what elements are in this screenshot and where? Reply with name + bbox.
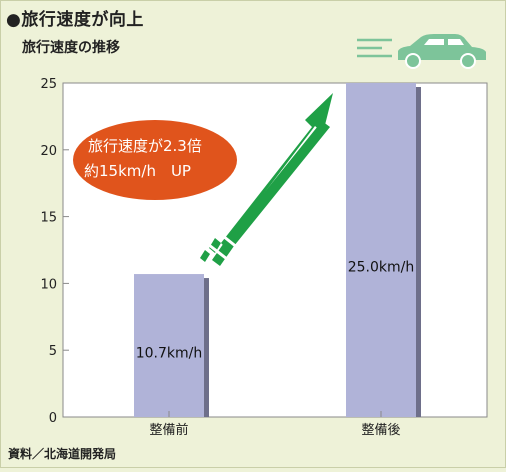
bar-shadow — [416, 87, 421, 417]
bar-data-label: 10.7km/h — [136, 346, 203, 362]
x-tick-label: 整備前 — [149, 422, 188, 438]
y-tick-label: 20 — [40, 144, 57, 159]
x-tick-label: 整備後 — [361, 422, 400, 438]
bars: 10.7km/h 25.0km/h — [134, 83, 421, 417]
source-note: 資料／北海道開発局 — [8, 447, 117, 461]
y-axis: 0 5 10 15 20 25 — [40, 77, 69, 426]
speed-increase-callout: 旅行速度が2.3倍 約15km/h UP — [73, 120, 237, 200]
car-icon — [398, 34, 486, 69]
speed-lines-icon — [357, 38, 392, 58]
bar-shadow — [204, 278, 209, 417]
bar-data-label: 25.0km/h — [348, 260, 415, 276]
callout-ellipse — [73, 120, 237, 200]
y-tick-label: 5 — [49, 344, 57, 359]
callout-line-1: 旅行速度が2.3倍 — [88, 137, 202, 155]
y-tick-label: 25 — [40, 77, 57, 92]
x-axis: 整備前 整備後 — [149, 411, 401, 438]
y-tick-label: 10 — [40, 277, 57, 292]
y-tick-label: 0 — [49, 411, 57, 426]
page-title: ●旅行速度が向上 — [6, 10, 144, 30]
y-tick-label: 15 — [40, 211, 57, 226]
bar — [346, 83, 416, 417]
arrow-up-right-icon — [200, 93, 333, 266]
bar — [134, 274, 204, 417]
callout-line-2: 約15km/h UP — [84, 162, 191, 180]
chart-subtitle: 旅行速度の推移 — [22, 40, 120, 56]
